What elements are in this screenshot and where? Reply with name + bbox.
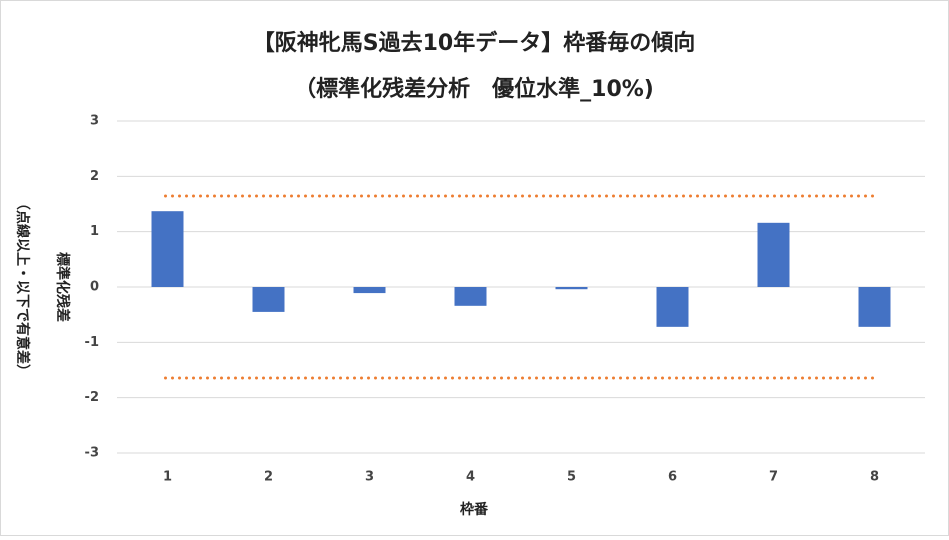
y-tick-label: 3 [90, 114, 99, 129]
y-axis-label: （点線以上・以下で有意差） [14, 196, 31, 378]
chart-title: 【阪神牝馬S過去10年データ】枠番毎の傾向 [253, 30, 695, 56]
x-tick-label: 5 [567, 470, 576, 485]
bar [353, 287, 386, 294]
bar [858, 287, 891, 327]
x-tick-label: 3 [365, 470, 374, 485]
x-tick-label: 2 [264, 470, 273, 485]
y-tick-label: 2 [90, 169, 99, 184]
y-tick-label: 1 [90, 224, 99, 239]
y-tick-label: -2 [85, 390, 99, 405]
y-tick-label: -3 [85, 446, 99, 461]
chart-subtitle: （標準化残差分析 優位水準_10%) [294, 76, 654, 102]
y-axis-label: 標準化残差 [54, 252, 71, 322]
bar [555, 287, 588, 290]
x-tick-label: 8 [870, 470, 879, 485]
x-tick-label: 6 [668, 470, 677, 485]
x-axis-label: 枠番 [460, 501, 489, 518]
x-tick-label: 1 [163, 470, 172, 485]
bar [252, 287, 285, 312]
bar [757, 222, 790, 287]
bar [151, 211, 184, 287]
bar [454, 287, 487, 306]
y-tick-label: -1 [85, 335, 99, 350]
bar [656, 287, 689, 327]
x-tick-label: 7 [769, 470, 778, 485]
x-tick-label: 4 [466, 470, 475, 485]
y-tick-label: 0 [90, 280, 99, 295]
